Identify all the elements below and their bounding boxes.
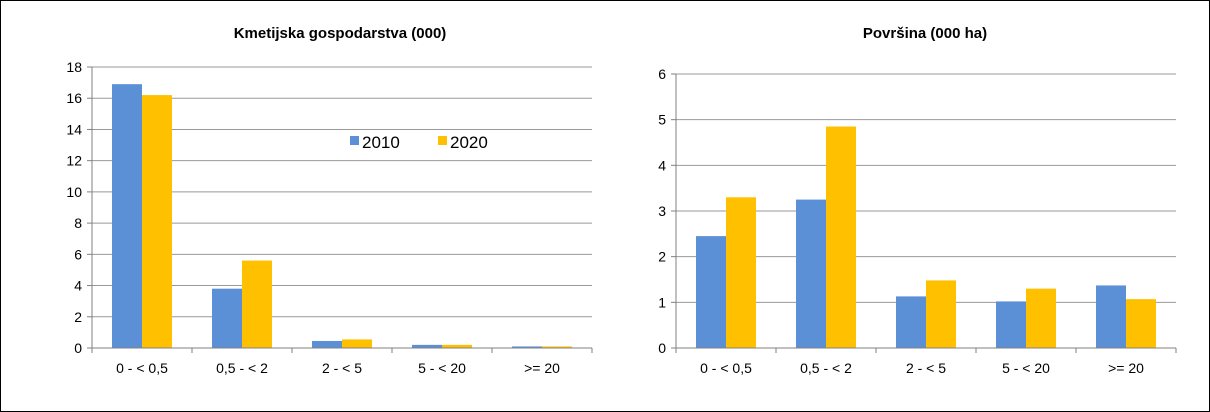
x-tick-label: >= 20 [524, 360, 560, 376]
bar-2020-3 [442, 344, 472, 348]
chart-title: Površina (000 ha) [863, 25, 987, 42]
gridlines [676, 73, 1176, 303]
bar-2020-1 [826, 126, 856, 349]
y-tick-label: 4 [74, 278, 82, 294]
x-tick-labels: 0 - < 0,5 0,5 - < 2 2 - < 5 5 - < 20 >= 20 [700, 360, 1144, 376]
y-tick-label: 1 [658, 294, 666, 310]
y-tick-label: 6 [658, 66, 666, 82]
bars [112, 84, 572, 348]
bar-2010-2 [312, 340, 342, 348]
y-tick-label: 2 [658, 249, 666, 265]
x-tick-label: 2 - < 5 [322, 360, 362, 376]
chart-title: Kmetijska gospodarstva (000) [234, 25, 447, 42]
y-tick-label: 6 [74, 246, 82, 262]
bar-2020-0 [142, 95, 172, 348]
bar-2010-1 [212, 288, 242, 348]
y-tick-label: 0 [74, 340, 82, 356]
x-tick-label: 0,5 - < 2 [216, 360, 268, 376]
bar-2020-0 [726, 197, 756, 348]
bar-2010-3 [996, 301, 1026, 348]
bar-2020-1 [242, 260, 272, 348]
y-tick-label: 8 [74, 215, 82, 231]
axes [87, 66, 593, 353]
y-tick-label: 16 [66, 90, 82, 106]
x-tick-label: 5 - < 20 [1002, 360, 1050, 376]
legend-swatch-2010 [350, 136, 359, 145]
x-tick-label: >= 20 [1108, 360, 1144, 376]
legend-swatch-2020 [438, 136, 447, 145]
x-tick-label: 0 - < 0,5 [116, 360, 168, 376]
bar-2020-2 [342, 339, 372, 348]
y-tick-label: 18 [66, 59, 82, 75]
x-tick-labels: 0 - < 0,5 0,5 - < 2 2 - < 5 5 - < 20 >= 20 [116, 360, 560, 376]
legend-label-2010: 2010 [362, 133, 400, 152]
x-tick-label: 2 - < 5 [906, 360, 946, 376]
bars [696, 126, 1156, 349]
y-tick-label: 12 [66, 153, 82, 169]
x-tick-label: 5 - < 20 [418, 360, 466, 376]
bar-2010-4 [1096, 285, 1126, 348]
legend: 2010 2020 [350, 133, 488, 152]
chart-farms: Kmetijska gospodarstva (000) 0 2 4 6 8 10 12 14… [66, 25, 593, 376]
bar-2020-3 [1026, 288, 1056, 348]
y-tick-labels: 0 2 4 6 8 10 12 14 16 18 [66, 59, 82, 356]
y-tick-label: 0 [658, 340, 666, 356]
y-tick-label: 3 [658, 203, 666, 219]
bar-2010-2 [896, 296, 926, 348]
y-tick-label: 10 [66, 184, 82, 200]
bar-2010-4 [512, 346, 542, 348]
x-tick-label: 0 - < 0,5 [700, 360, 752, 376]
y-tick-labels: 0 1 2 3 4 5 6 [658, 66, 666, 356]
bar-2010-3 [412, 344, 442, 348]
bar-2020-4 [1126, 299, 1156, 348]
gridlines [92, 66, 592, 318]
bar-2010-0 [112, 84, 142, 348]
bar-2020-4 [542, 346, 572, 348]
bar-2010-1 [796, 199, 826, 348]
bar-2010-0 [696, 236, 726, 348]
bar-2020-2 [926, 280, 956, 348]
chart-area: Površina (000 ha) 0 1 2 3 4 5 6 0 - < 0,5 0,5 -… [658, 25, 1177, 376]
x-tick-label: 0,5 - < 2 [800, 360, 852, 376]
legend-label-2020: 2020 [450, 133, 488, 152]
y-tick-label: 2 [74, 309, 82, 325]
y-tick-label: 4 [658, 157, 666, 173]
axes [671, 73, 1177, 353]
y-tick-label: 5 [658, 112, 666, 128]
y-tick-label: 14 [66, 121, 82, 137]
